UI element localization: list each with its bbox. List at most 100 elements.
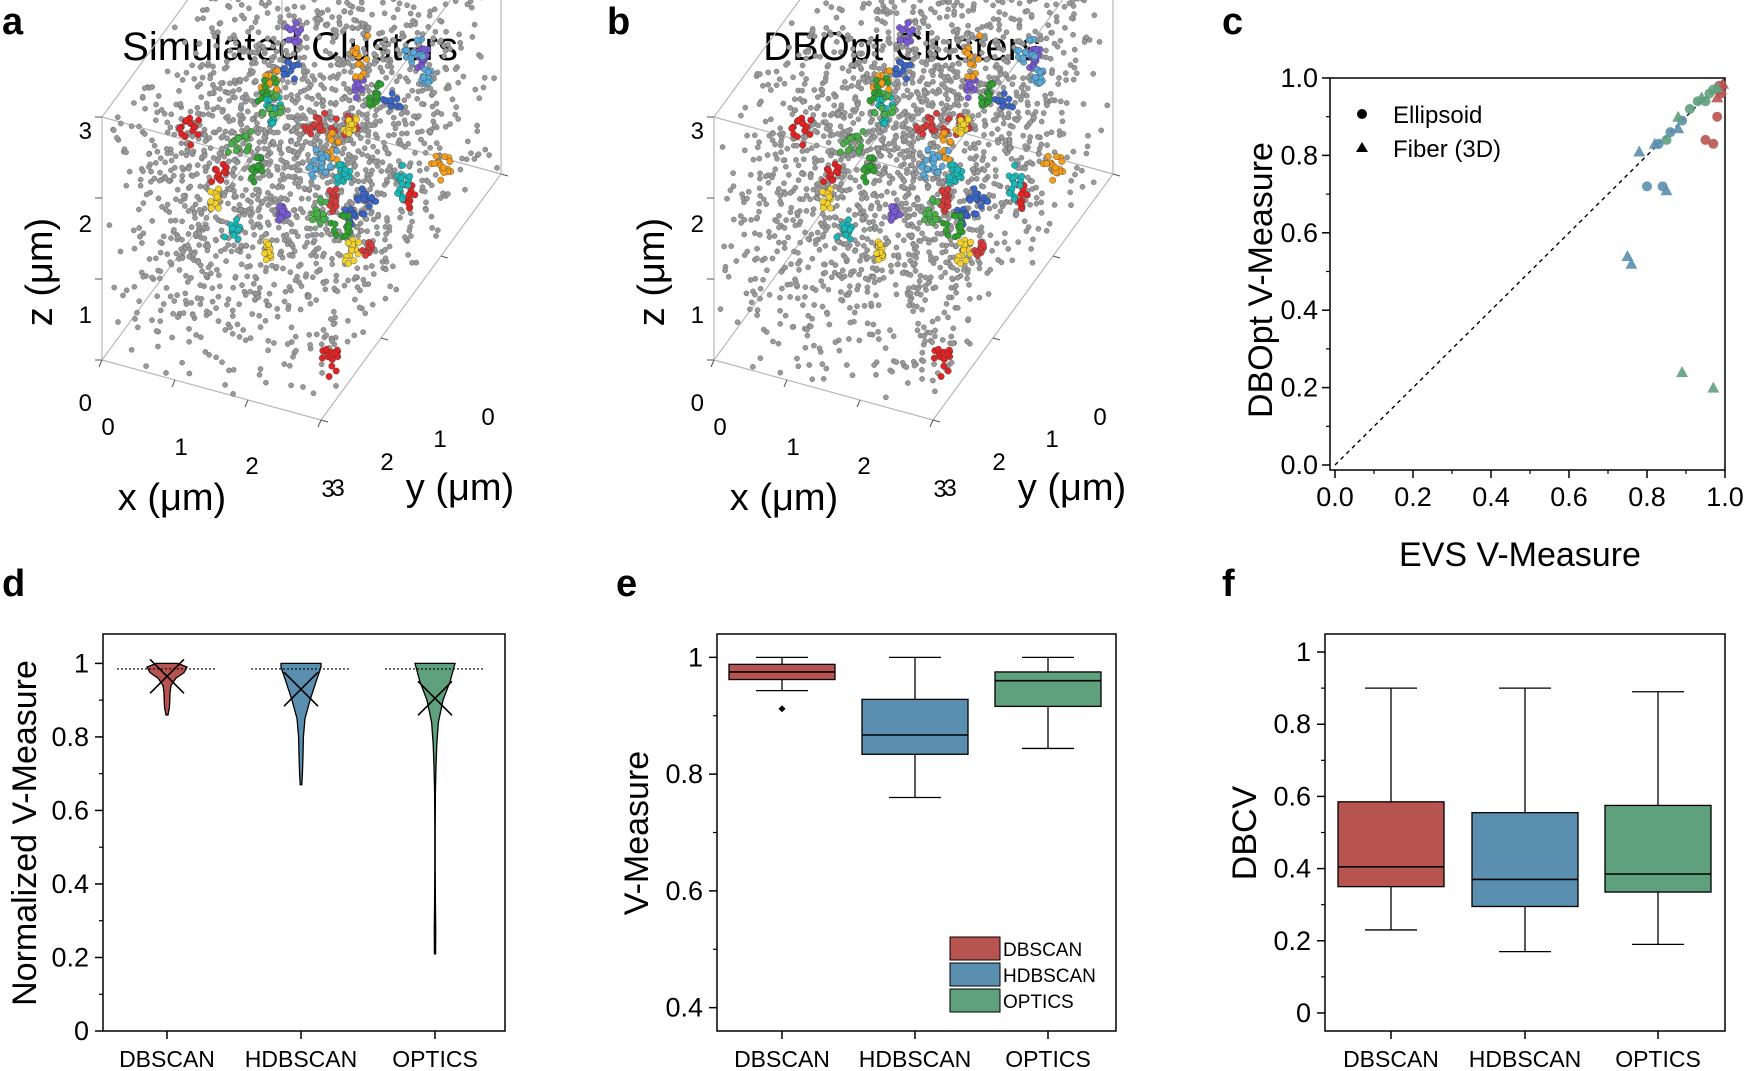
background-point xyxy=(810,206,817,212)
background-point xyxy=(893,42,899,48)
background-point xyxy=(881,62,887,69)
background-point xyxy=(727,187,734,194)
background-point xyxy=(967,68,973,74)
background-point xyxy=(789,324,796,330)
background-point xyxy=(292,277,299,284)
background-point xyxy=(994,42,1000,48)
background-point xyxy=(1074,165,1080,171)
background-point xyxy=(814,8,821,14)
background-point xyxy=(174,292,180,298)
background-point xyxy=(366,88,372,94)
background-point xyxy=(333,272,340,279)
background-point xyxy=(989,130,995,137)
cluster-point xyxy=(333,173,341,181)
background-point xyxy=(1005,76,1012,82)
background-point xyxy=(996,22,1003,28)
cluster-point xyxy=(964,73,972,80)
background-point xyxy=(236,301,242,308)
background-point xyxy=(922,338,928,345)
background-point xyxy=(764,267,770,274)
background-point xyxy=(903,200,909,207)
background-point xyxy=(301,243,308,250)
background-point xyxy=(756,200,763,207)
background-point xyxy=(1033,194,1040,201)
cluster-point xyxy=(230,231,238,239)
cluster-point xyxy=(918,163,926,171)
background-point xyxy=(230,391,236,397)
background-point xyxy=(390,263,396,270)
background-point xyxy=(856,183,863,190)
background-point xyxy=(954,99,960,105)
background-point xyxy=(930,377,936,384)
cluster-point xyxy=(353,116,360,123)
background-point xyxy=(478,54,484,60)
background-point xyxy=(781,80,788,87)
background-point xyxy=(831,102,838,109)
background-point xyxy=(949,275,955,282)
background-point xyxy=(938,274,945,280)
background-point xyxy=(156,177,163,184)
background-point xyxy=(819,361,826,367)
background-point xyxy=(986,74,992,80)
background-point xyxy=(990,16,997,22)
background-point xyxy=(947,105,953,111)
background-point xyxy=(1090,179,1097,186)
background-point xyxy=(932,9,938,16)
background-point xyxy=(195,221,202,228)
background-point xyxy=(352,274,359,280)
background-point xyxy=(292,180,298,186)
background-point xyxy=(139,93,146,100)
background-point xyxy=(385,41,392,48)
background-point xyxy=(283,123,289,130)
background-point xyxy=(980,183,987,190)
background-point xyxy=(236,112,243,118)
background-point xyxy=(397,214,403,221)
background-point xyxy=(823,119,829,125)
background-point xyxy=(902,134,909,140)
background-point xyxy=(928,68,934,74)
background-point xyxy=(870,274,877,280)
background-point xyxy=(234,247,241,254)
background-point xyxy=(219,218,226,225)
background-point xyxy=(241,211,248,218)
background-point xyxy=(380,50,386,56)
background-point xyxy=(760,83,766,89)
background-point xyxy=(291,248,298,254)
background-point xyxy=(366,62,373,68)
background-point xyxy=(189,133,196,140)
background-point xyxy=(313,184,320,190)
background-point xyxy=(1009,257,1016,264)
background-point xyxy=(269,183,276,189)
cluster-point xyxy=(960,246,968,254)
background-point xyxy=(390,14,397,21)
background-point xyxy=(282,288,289,295)
background-point xyxy=(994,213,1000,220)
background-point xyxy=(949,66,955,72)
background-point xyxy=(156,275,163,282)
background-point xyxy=(307,108,314,115)
cluster-point xyxy=(855,147,863,155)
background-point xyxy=(114,114,121,120)
background-point xyxy=(917,149,923,156)
background-point xyxy=(217,85,223,92)
cluster-point xyxy=(377,80,385,88)
panel-a-y-tick-0: 0 xyxy=(481,404,494,431)
background-point xyxy=(301,54,308,61)
cluster-point xyxy=(355,238,362,246)
background-point xyxy=(936,14,943,21)
cluster-point xyxy=(354,196,362,204)
background-point xyxy=(364,111,371,118)
background-point xyxy=(140,273,147,280)
background-point xyxy=(307,300,314,307)
cluster-point xyxy=(807,116,815,124)
background-point xyxy=(179,255,186,261)
background-point xyxy=(868,36,874,42)
cluster-point xyxy=(945,115,952,123)
background-point xyxy=(198,94,204,100)
background-point xyxy=(243,187,249,193)
background-point xyxy=(317,266,323,273)
background-point xyxy=(225,158,232,165)
background-point xyxy=(717,306,724,312)
background-point xyxy=(992,37,999,44)
background-point xyxy=(251,56,258,62)
